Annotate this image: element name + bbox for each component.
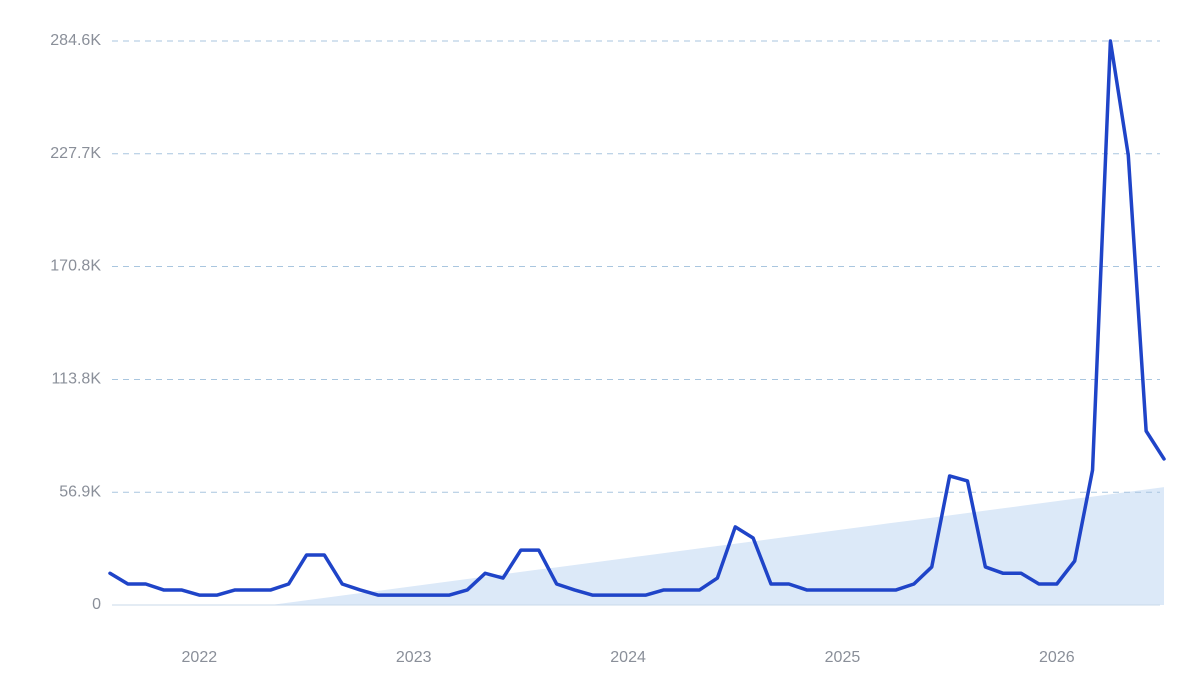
x-tick-label: 2026 — [1039, 649, 1075, 666]
y-tick-label: 170.8K — [50, 258, 101, 275]
y-tick-label: 284.6K — [50, 32, 101, 49]
trend-line — [108, 39, 1166, 597]
y-tick-label: 113.8K — [51, 371, 101, 388]
y-tick-label: 227.7K — [50, 145, 101, 162]
y-tick-label: 0 — [92, 596, 101, 613]
trend-area — [270, 487, 1164, 605]
x-tick-label: 2025 — [825, 649, 861, 666]
x-tick-label: 2022 — [182, 649, 218, 666]
x-tick-label: 2023 — [396, 649, 432, 666]
x-tick-label: 2024 — [610, 649, 646, 666]
y-tick-label: 56.9K — [59, 483, 101, 500]
